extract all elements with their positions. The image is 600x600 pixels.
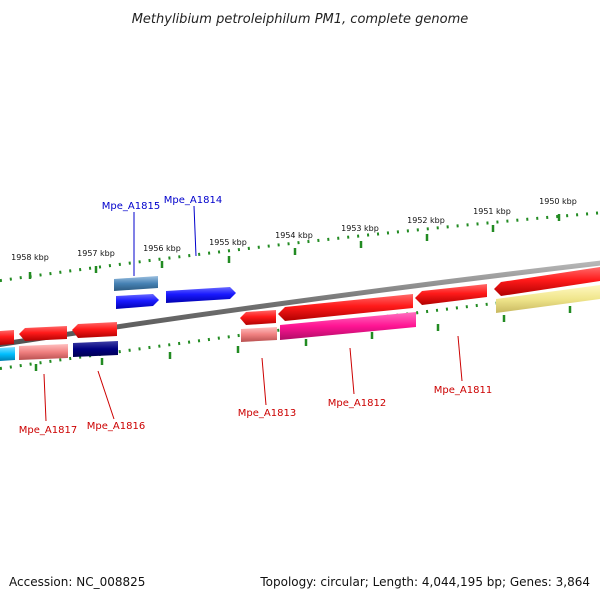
gene-mpe-a1815-arrow[interactable]: [116, 294, 159, 309]
gene-mpe-a1811-cog-bar[interactable]: [496, 285, 600, 313]
gene-mpe-a1816-cog-bar[interactable]: [73, 341, 118, 357]
gene-partial-left-arrow[interactable]: [0, 330, 14, 345]
gene-mpe-a1813-arrow[interactable]: [240, 310, 276, 325]
gene-mpe-a1814-arrow[interactable]: [166, 287, 236, 303]
tick-label: 1951 kbp: [473, 207, 511, 216]
tick-label: 1958 kbp: [11, 253, 49, 262]
forward-genes: [114, 276, 236, 309]
outer-scale-major-ticks: [28, 214, 561, 279]
gene-mpe-a1812-arrow[interactable]: [278, 294, 413, 321]
gene-mpe-a1816-arrow[interactable]: [72, 322, 117, 338]
accession-label: Accession: NC_008825: [9, 575, 145, 589]
tick-label: 1954 kbp: [275, 231, 313, 240]
gene-label-mpe-a1817[interactable]: Mpe_A1817: [19, 425, 77, 436]
gene-label-mpe-a1813[interactable]: Mpe_A1813: [238, 408, 296, 419]
tick-label: 1953 kbp: [341, 224, 379, 233]
gene-label-mpe-a1811[interactable]: Mpe_A1811: [434, 385, 492, 396]
gene-label-mpe-a1814[interactable]: Mpe_A1814: [164, 195, 222, 206]
gene-right-edge-arrow[interactable]: [494, 267, 600, 296]
gene-mpe-a1815-cog-bar[interactable]: [114, 276, 158, 291]
cog-bars: [0, 285, 600, 361]
tick-label: 1956 kbp: [143, 244, 181, 253]
gene-label-mpe-a1816[interactable]: Mpe_A1816: [87, 421, 145, 432]
tick-label: 1952 kbp: [407, 216, 445, 225]
gene-mpe-a1811-arrow[interactable]: [415, 284, 487, 305]
gene-leader-lines: [43, 205, 463, 422]
map-title: Methylibium petroleiphilum PM1, complete…: [132, 12, 469, 27]
tick-label: 1950 kbp: [539, 197, 577, 206]
tick-label: 1957 kbp: [77, 249, 115, 258]
tick-label: 1955 kbp: [209, 238, 247, 247]
gene-partial-left-cog-bar[interactable]: [0, 347, 15, 361]
inner-scale-major-ticks: [34, 306, 572, 371]
gene-mpe-a1813-cog-bar[interactable]: [241, 327, 277, 342]
gene-mpe-a1817-arrow[interactable]: [19, 326, 67, 341]
outer-scale-labels: 1958 kbp 1957 kbp 1956 kbp 1955 kbp 1954…: [11, 197, 577, 262]
gene-mpe-a1812-cog-bar[interactable]: [280, 312, 416, 340]
genome-summary-label: Topology: circular; Length: 4,044,195 bp…: [259, 575, 590, 589]
reverse-genes: [0, 267, 600, 345]
gene-labels: Mpe_A1815 Mpe_A1814 Mpe_A1817 Mpe_A1816 …: [19, 195, 492, 436]
gene-label-mpe-a1815[interactable]: Mpe_A1815: [102, 201, 160, 212]
gene-mpe-a1817-cog-bar[interactable]: [19, 344, 68, 360]
gene-label-mpe-a1812[interactable]: Mpe_A1812: [328, 398, 386, 409]
